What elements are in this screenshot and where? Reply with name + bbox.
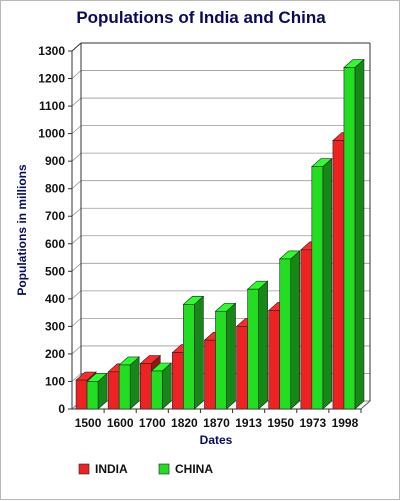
x-tick-label: 1820 [171, 416, 198, 430]
bar-india [236, 326, 248, 410]
bar-india [268, 310, 281, 410]
x-tick-label: 1870 [203, 416, 230, 430]
legend: INDIA CHINA [78, 462, 213, 476]
bar-china [279, 258, 292, 410]
y-tick-label: 400 [45, 292, 65, 306]
x-tick-label: 1600 [107, 416, 134, 430]
legend-label-china: CHINA [175, 462, 213, 476]
bar-side-china [194, 295, 204, 410]
y-tick-label: 800 [45, 182, 65, 196]
y-tick-label: 1200 [38, 72, 65, 86]
bar-china [247, 288, 259, 410]
x-tick-label: 1950 [267, 416, 294, 430]
y-tick-label: 1000 [38, 127, 65, 141]
x-tick-label: 1973 [299, 416, 326, 430]
gridline-depth [71, 180, 82, 189]
x-tick-label: 1500 [75, 416, 102, 430]
y-axis-top [71, 42, 82, 52]
bar-china [118, 364, 131, 410]
y-tick-label: 1100 [39, 99, 65, 113]
legend-label-india: INDIA [95, 462, 128, 476]
bar-side-china [290, 250, 301, 410]
y-tick-label: 600 [45, 237, 65, 251]
y-tick-label: 1300 [38, 44, 65, 58]
x-axis-label: Dates [200, 433, 233, 447]
bar-side-china [226, 302, 236, 410]
y-tick-label: 100 [45, 374, 65, 388]
bar-china [150, 370, 163, 410]
x-tick-label: 1700 [139, 416, 166, 430]
bar-china [86, 381, 99, 410]
gridline-depth [71, 125, 82, 134]
y-tick-label: 700 [45, 209, 65, 223]
bar-china [215, 310, 227, 410]
y-tick-label: 0 [58, 402, 65, 416]
gridline-depth [71, 207, 82, 217]
bar-india [75, 379, 88, 410]
gridline-depth [71, 152, 82, 162]
y-tick-label: 500 [45, 264, 65, 278]
legend-swatch-china [158, 463, 170, 475]
gridline-depth [71, 318, 82, 327]
legend-swatch-india [78, 463, 90, 475]
bar-india [300, 249, 313, 410]
bar-side-china [322, 157, 333, 410]
y-tick-label: 200 [45, 347, 65, 361]
y-axis-label: Populations in millions [15, 164, 29, 296]
chart-title: Populations of India and China [76, 8, 326, 27]
bar-india [172, 352, 184, 410]
bar-side-china [354, 58, 365, 410]
gridline-depth [71, 70, 82, 79]
gridline-depth [71, 97, 82, 107]
y-tick-label: 300 [45, 319, 65, 333]
bar-india [332, 140, 345, 410]
bar-side-china [129, 356, 140, 410]
bar-china [183, 304, 195, 410]
bar-china [311, 166, 324, 410]
y-tick-label: 900 [45, 154, 65, 168]
bar-india [107, 371, 120, 410]
x-tick-label: 1913 [235, 416, 262, 430]
x-tick-label: 1998 [332, 416, 359, 430]
gridline-depth [71, 263, 82, 272]
bar-india [204, 339, 216, 410]
gridline-depth [71, 290, 82, 300]
gridline-depth [71, 345, 82, 355]
bar-india [139, 363, 152, 410]
plot-area: 0 100 200 300 400 500 600 700 800 900 1000 1100 1200… [38, 42, 372, 430]
gridline-depth [71, 373, 82, 382]
gridline-depth [71, 235, 82, 245]
bar-side-china [258, 280, 268, 410]
bar-china [343, 67, 356, 410]
